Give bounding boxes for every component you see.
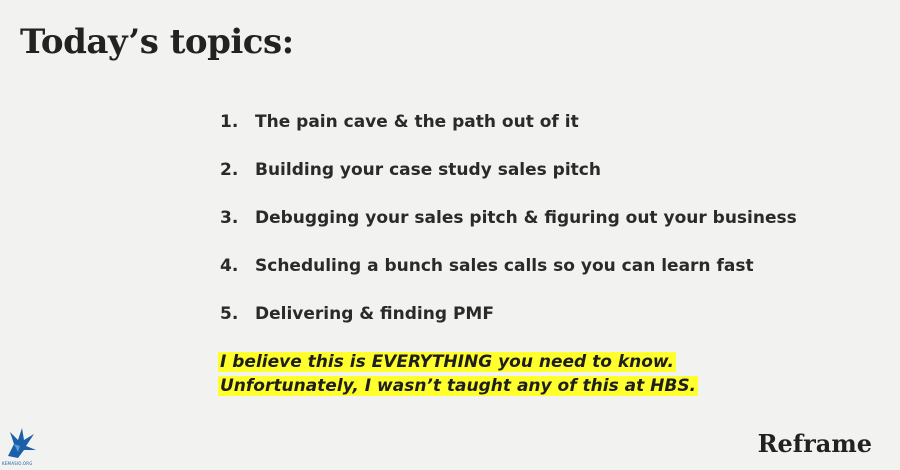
topic-item: 2. Building your case study sales pitch [220,160,797,208]
topic-text: Debugging your sales pitch & figuring ou… [255,208,797,228]
topic-number: 2. [220,160,239,180]
watermark: KEMASIO.ORG [2,424,42,466]
topic-item: 1. The pain cave & the path out of it [220,112,797,160]
topic-number: 3. [220,208,239,228]
topic-text: Scheduling a bunch sales calls so you ca… [255,256,754,276]
topic-item: 4. Scheduling a bunch sales calls so you… [220,256,797,304]
topic-list: 1. The pain cave & the path out of it 2.… [220,112,797,352]
brand-logo-text: Reframe [757,429,872,458]
topic-item: 3. Debugging your sales pitch & figuring… [220,208,797,256]
topic-number: 4. [220,256,239,276]
highlighted-note: I believe this is EVERYTHING you need to… [218,350,699,398]
note-line-2: Unfortunately, I wasn’t taught any of th… [218,376,699,396]
note-line-1: I believe this is EVERYTHING you need to… [218,352,677,372]
topic-number: 5. [220,304,239,324]
topic-text: Delivering & finding PMF [255,304,494,324]
topic-text: Building your case study sales pitch [255,160,601,180]
topic-item: 5. Delivering & finding PMF [220,304,797,352]
bird-logo-icon [2,424,42,460]
topic-number: 1. [220,112,239,132]
slide-title: Today’s topics: [20,22,294,62]
topic-text: The pain cave & the path out of it [255,112,579,132]
watermark-text: KEMASIO.ORG [2,461,33,466]
